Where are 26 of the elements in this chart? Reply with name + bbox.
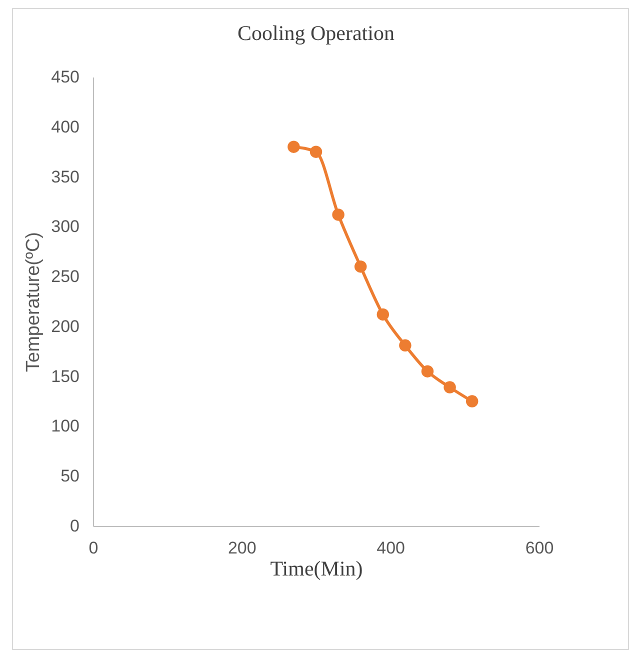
y-tick-label: 450 [51, 68, 80, 86]
x-tick-label: 400 [376, 538, 406, 558]
y-tick-label: 150 [51, 366, 80, 386]
y-tick-label: 350 [51, 167, 80, 186]
x-tick-label: 600 [525, 538, 554, 558]
y-tick-label: 200 [51, 316, 80, 336]
y-axis-title: Temperature(ºC) [23, 232, 44, 372]
y-tick-label: 400 [51, 117, 80, 136]
point [444, 381, 456, 394]
point [399, 339, 412, 352]
point [288, 140, 300, 153]
point [376, 308, 390, 321]
x-tick-label: 200 [228, 538, 256, 558]
chart-title: Cooling Operation [238, 21, 395, 45]
x-tick-label: 0 [88, 538, 98, 558]
point [354, 260, 367, 273]
point [310, 146, 322, 158]
y-tick-label: 300 [51, 217, 80, 236]
y-tick-label: 100 [51, 416, 80, 436]
y-tick-label: 250 [51, 267, 80, 286]
y-tick-label: 0 [70, 516, 80, 536]
x-axis-title: Time(Min) [270, 556, 363, 580]
point [466, 395, 478, 408]
point [332, 208, 344, 221]
y-tick-label: 50 [60, 466, 80, 486]
point [421, 365, 434, 378]
